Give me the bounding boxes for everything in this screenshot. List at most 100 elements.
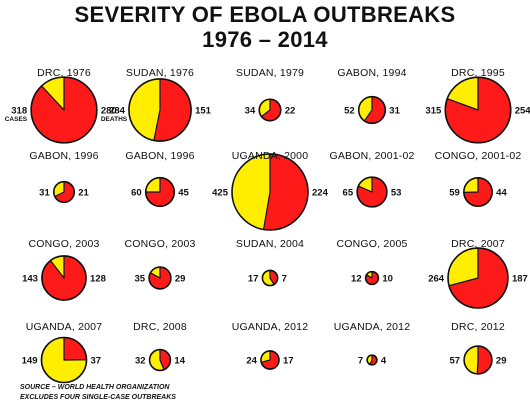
outbreak-label: CONGO, 2005	[336, 238, 407, 250]
pie-outline	[148, 266, 172, 290]
deaths-value: 37	[90, 356, 101, 367]
outbreak-pie	[444, 76, 512, 144]
outbreak-pie	[463, 345, 493, 375]
cases-value: 31	[39, 188, 50, 199]
deaths-value: 44	[496, 188, 507, 199]
deaths-value: 4	[381, 356, 387, 367]
source-line: SOURCE – WORLD HEALTH ORGANIZATION	[20, 384, 170, 391]
cases-value: 60	[131, 188, 142, 199]
deaths-value: 31	[389, 106, 400, 117]
cases-value: 32	[135, 356, 146, 367]
pie-outline	[41, 255, 87, 301]
outbreak-label: UGANDA, 2007	[26, 321, 103, 333]
pie-outline	[444, 76, 512, 144]
cases-value: 12	[351, 274, 362, 285]
deaths-value: 53	[391, 188, 402, 199]
outbreak-label: CONGO, 2003	[28, 238, 99, 250]
deaths-value: 10	[382, 274, 393, 285]
outbreak-label: UGANDA, 2000	[232, 150, 309, 162]
deaths-value: 21	[78, 188, 89, 199]
pie-outline	[128, 78, 192, 142]
outbreak-label: DRC, 1995	[451, 67, 505, 79]
outbreak-label: SUDAN, 1976	[126, 67, 194, 79]
deaths-value: 128	[90, 274, 106, 285]
outbreak-pie	[260, 350, 280, 370]
outbreak-pie	[357, 95, 387, 125]
outbreak-label: GABON, 1996	[125, 150, 194, 162]
cases-value: 7	[358, 356, 363, 367]
pie-outline	[364, 270, 380, 286]
title-line-1: SEVERITY OF EBOLA OUTBREAKS	[74, 2, 456, 27]
cases-value: 57	[450, 356, 461, 367]
source-note: SOURCE – WORLD HEALTH ORGANIZATION EXCLU…	[20, 383, 176, 403]
exclusion-line: EXCLUDES FOUR SINGLE-CASE OUTBREAKS	[20, 394, 176, 401]
cases-value: 149	[22, 356, 38, 367]
cases-value: 34	[245, 106, 256, 117]
outbreak-pie	[447, 247, 509, 309]
deaths-annotation: DEATHS	[101, 116, 128, 123]
chart-title: SEVERITY OF EBOLA OUTBREAKS 1976 – 2014	[0, 2, 530, 52]
pie-outline	[30, 76, 98, 144]
pie-outline	[40, 336, 88, 384]
pie-outline	[144, 176, 176, 208]
cases-value: 17	[248, 274, 259, 285]
deaths-wedge	[262, 153, 309, 231]
outbreak-pie	[364, 270, 380, 286]
deaths-value: 14	[174, 356, 185, 367]
outbreak-label: GABON, 1996	[29, 150, 98, 162]
outbreak-pie	[231, 153, 309, 231]
outbreak-pie	[356, 176, 388, 208]
outbreak-pie	[258, 98, 282, 122]
outbreak-label: UGANDA, 2012	[232, 321, 309, 333]
pie-outline	[447, 247, 509, 309]
outbreak-label: DRC, 2008	[133, 321, 187, 333]
pie-outline	[231, 153, 309, 231]
cases-value: 24	[246, 356, 257, 367]
deaths-value: 224	[312, 188, 329, 199]
cases-value: 143	[22, 274, 38, 285]
cases-value: 425	[212, 188, 229, 199]
pie-outline	[261, 269, 279, 287]
pie-outline	[260, 350, 280, 370]
outbreak-pie	[148, 348, 172, 372]
outbreak-pie	[30, 76, 98, 144]
outbreak-label: DRC, 2007	[451, 238, 505, 250]
pie-outline	[356, 176, 388, 208]
pie-outline	[463, 345, 493, 375]
outbreak-label: DRC, 1976	[37, 67, 91, 79]
cases-value: 65	[343, 188, 354, 199]
deaths-wedge	[476, 345, 493, 375]
outbreak-label: UGANDA, 2012	[334, 321, 411, 333]
deaths-value: 29	[175, 274, 186, 285]
outbreak-pie	[148, 266, 172, 290]
title-line-2: 1976 – 2014	[202, 27, 328, 52]
outbreak-pie	[463, 177, 493, 207]
cases-value: 35	[135, 274, 146, 285]
cases-value: 315	[425, 106, 442, 117]
deaths-value: 17	[283, 356, 294, 367]
outbreak-pie	[144, 176, 176, 208]
deaths-value: 45	[178, 188, 189, 199]
outbreak-pie	[52, 180, 76, 204]
deaths-value: 187	[512, 274, 528, 285]
cases-value: 264	[428, 274, 445, 285]
deaths-value: 151	[195, 106, 212, 117]
pie-outline	[148, 348, 172, 372]
outbreak-label: SUDAN, 1979	[236, 67, 304, 79]
deaths-value: 22	[285, 106, 296, 117]
deaths-value: 7	[282, 274, 287, 285]
outbreak-label: GABON, 2001-02	[329, 150, 414, 162]
pie-outline	[463, 177, 493, 207]
deaths-value: 29	[496, 356, 507, 367]
pie-outline	[258, 98, 282, 122]
pie-outline	[366, 354, 378, 366]
pie-outline	[52, 180, 76, 204]
cases-annotation: CASES	[5, 116, 28, 123]
outbreak-label: CONGO, 2003	[124, 238, 195, 250]
outbreak-pie	[40, 336, 88, 384]
deaths-wedge	[153, 78, 192, 142]
outbreak-label: SUDAN, 2004	[236, 238, 304, 250]
deaths-value: 280	[101, 106, 117, 117]
outbreak-pie	[366, 354, 378, 366]
